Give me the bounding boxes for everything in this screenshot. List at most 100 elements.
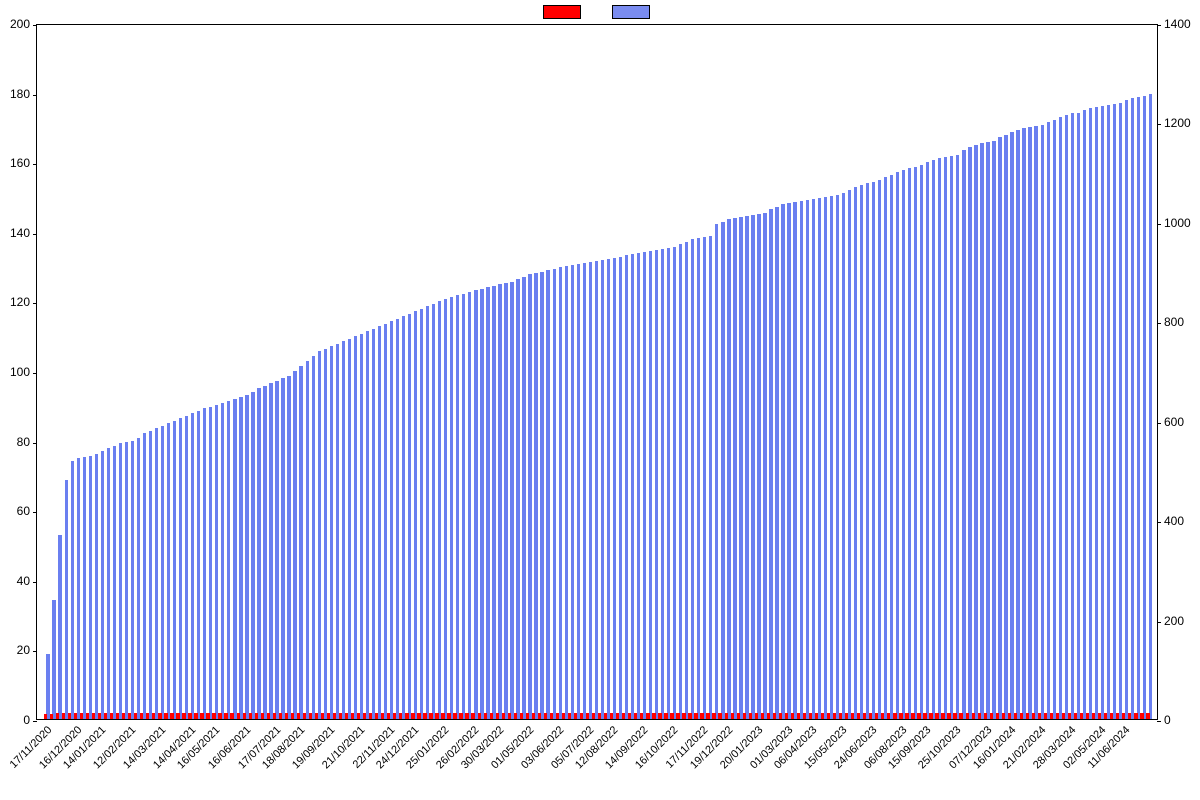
legend-item-red <box>543 4 588 19</box>
bar-blue <box>113 446 116 719</box>
bar-blue <box>800 201 803 719</box>
bar-blue <box>1047 122 1050 719</box>
bar-red <box>327 713 330 719</box>
bar-blue <box>444 299 447 719</box>
bar-red <box>387 713 390 719</box>
ytick-left: 200 <box>10 17 30 31</box>
bar-blue <box>143 433 146 719</box>
bar-blue <box>685 242 688 719</box>
bar-red <box>188 713 191 719</box>
bar-blue <box>432 304 435 719</box>
bar-red <box>670 713 673 719</box>
bar-blue <box>878 180 881 719</box>
bar-blue <box>450 297 453 719</box>
tick-mark <box>33 95 37 96</box>
bar-blue <box>745 216 748 719</box>
bar-blue <box>77 458 80 719</box>
bar-blue <box>818 198 821 719</box>
bar-blue <box>553 269 556 719</box>
bar-blue <box>679 244 682 719</box>
tick-mark <box>1157 224 1161 225</box>
bar-blue <box>613 258 616 719</box>
bar-red <box>869 713 872 719</box>
bar-blue <box>46 654 49 719</box>
bar-blue <box>932 160 935 719</box>
bar-blue <box>1107 105 1110 719</box>
bar-blue <box>842 193 845 719</box>
ytick-right: 400 <box>1164 514 1184 528</box>
bar-blue <box>703 237 706 719</box>
bar-blue <box>456 295 459 719</box>
legend <box>0 4 1200 19</box>
bar-blue <box>775 207 778 719</box>
bar-blue <box>673 247 676 719</box>
bar-blue <box>426 306 429 719</box>
ytick-right: 800 <box>1164 315 1184 329</box>
bar-red <box>556 713 559 719</box>
bar-blue <box>661 249 664 719</box>
y-axis-right: 0200400600800100012001400 <box>1158 24 1200 720</box>
bar-blue <box>360 334 363 719</box>
bar-blue <box>643 252 646 719</box>
bar-blue <box>269 383 272 719</box>
bar-blue <box>318 351 321 719</box>
tick-mark <box>33 234 37 235</box>
bar-blue <box>974 145 977 719</box>
ytick-left: 160 <box>10 156 30 170</box>
bar-blue <box>245 395 248 719</box>
tick-mark <box>1157 323 1161 324</box>
bar-blue <box>540 272 543 719</box>
bar-red <box>273 713 276 719</box>
bar-blue <box>1089 108 1092 719</box>
bar-blue <box>125 442 128 719</box>
ytick-left: 140 <box>10 226 30 240</box>
bar-blue <box>968 147 971 719</box>
bar-blue <box>504 283 507 719</box>
bar-blue <box>583 263 586 719</box>
bar-blue <box>1065 115 1068 719</box>
bar-red <box>526 713 529 719</box>
bar-blue <box>468 292 471 719</box>
bar-blue <box>1028 127 1031 719</box>
bar-blue <box>872 182 875 719</box>
ytick-left: 180 <box>10 87 30 101</box>
ytick-right: 200 <box>1164 614 1184 628</box>
bar-blue <box>221 403 224 719</box>
bar-blue <box>71 461 74 720</box>
bar-blue <box>516 279 519 719</box>
bar-blue <box>956 155 959 719</box>
bar-blue <box>697 238 700 719</box>
bar-blue <box>926 162 929 719</box>
ytick-right: 1200 <box>1164 116 1191 130</box>
bar-blue <box>902 170 905 719</box>
bar-blue <box>167 423 170 719</box>
bar-blue <box>155 428 158 719</box>
bar-red <box>586 713 589 719</box>
bar-blue <box>408 314 411 719</box>
bar-blue <box>312 356 315 719</box>
bar-red <box>74 713 77 719</box>
bar-red <box>640 713 643 719</box>
bar-blue <box>534 273 537 719</box>
bar-blue <box>137 438 140 719</box>
bar-blue <box>480 289 483 719</box>
bar-blue <box>908 168 911 719</box>
bar-blue <box>420 309 423 719</box>
plot-area <box>36 24 1158 720</box>
bar-blue <box>203 408 206 719</box>
bar-blue <box>986 142 989 719</box>
bar-blue <box>227 401 230 719</box>
tick-mark <box>1157 522 1161 523</box>
bar-blue <box>52 600 55 719</box>
legend-item-blue <box>612 4 657 19</box>
bar-blue <box>257 388 260 719</box>
bar-red <box>785 713 788 719</box>
bar-blue <box>1034 126 1037 719</box>
bar-blue <box>1125 100 1128 719</box>
bar-red <box>158 713 161 719</box>
bar-blue <box>65 480 68 719</box>
bar-blue <box>396 319 399 719</box>
bar-blue <box>1137 97 1140 719</box>
bar-blue <box>1077 113 1080 720</box>
bar-red <box>243 713 246 719</box>
